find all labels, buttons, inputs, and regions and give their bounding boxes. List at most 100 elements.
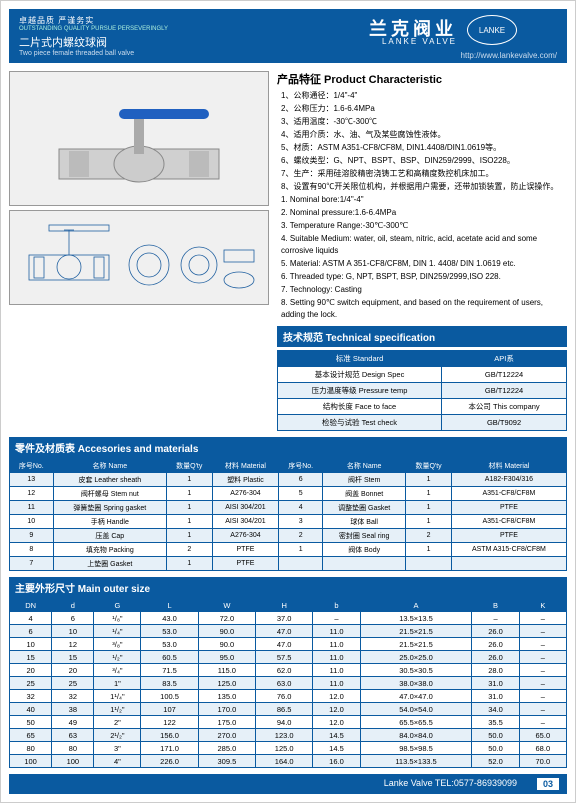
spec-cell: 压力温度等级 Pressure temp [278,383,442,399]
size-cell: 70.0 [519,755,566,768]
header: 卓越品质 严谨务实 OUTSTANDING QUALITY PURSUE PER… [9,9,567,63]
size-cell: – [472,612,519,625]
size-cell: 54.0×54.0 [360,703,472,716]
size-cell: 2" [94,716,141,729]
mat-header: 序号No. [10,459,54,473]
characteristic-item: 2、公称压力：1.6-6.4MPa [281,103,567,115]
size-cell: ³/₈" [94,638,141,651]
size-cell: 100 [10,755,52,768]
size-cell: 62.0 [256,664,313,677]
size-cell: 100.5 [141,690,198,703]
mat-cell: 12 [10,487,54,501]
size-cell: 309.5 [198,755,255,768]
size-cell: 52.0 [472,755,519,768]
size-cell: 25 [52,677,94,690]
characteristic-item: 5. Material: ASTM A 351-CF8/CF8M, DIN 1.… [281,258,567,270]
size-cell: 25 [10,677,52,690]
size-cell: 171.0 [141,742,198,755]
size-cell: 25.0×25.0 [360,651,472,664]
size-cell: 12.0 [313,703,360,716]
mat-cell: 1 [406,473,452,487]
size-cell: 26.0 [472,625,519,638]
mat-cell: A351-CF8/CF8M [451,515,566,529]
size-cell: ¹/₄" [94,625,141,638]
spec-h0: 标准 Standard [278,351,442,367]
size-cell: 31.0 [472,677,519,690]
characteristic-title: 产品特征 Product Characteristic [277,71,567,87]
size-cell: ¹/₈" [94,612,141,625]
mat-cell: 1 [279,543,323,557]
mat-cell: A182-F304/316 [451,473,566,487]
characteristic-item: 3、适用温度：-30℃-300℃ [281,116,567,128]
size-cell: 65.0 [519,729,566,742]
size-header: DN [10,599,52,612]
size-cell: – [519,612,566,625]
size-cell: 11.0 [313,664,360,677]
size-cell: 13.5×13.5 [360,612,472,625]
mat-cell: 7 [10,557,54,571]
size-header: W [198,599,255,612]
size-cell: 37.0 [256,612,313,625]
size-cell: 125.0 [256,742,313,755]
size-cell: 20 [52,664,94,677]
size-cell: 15 [10,651,52,664]
size-cell: 71.5 [141,664,198,677]
size-cell: 84.0×84.0 [360,729,472,742]
mat-cell: PTFE [451,501,566,515]
mat-cell: 1 [406,487,452,501]
size-cell: 63 [52,729,94,742]
spec-h1: API系 [442,351,567,367]
size-cell: 125.0 [198,677,255,690]
size-cell: 95.0 [198,651,255,664]
mat-cell: 密封圈 Seal ring [323,529,406,543]
mat-cell: ASTM A315-CF8/CF8M [451,543,566,557]
characteristic-item: 4、适用介质：水、油、气及某些腐蚀性液体。 [281,129,567,141]
mat-cell: A351-CF8/CF8M [451,487,566,501]
size-cell: 65 [10,729,52,742]
size-cell: 50.0 [472,742,519,755]
size-cell: 11.0 [313,625,360,638]
spec-cell: GB/T9092 [442,415,567,431]
size-cell: – [519,651,566,664]
size-cell: 90.0 [198,625,255,638]
mat-cell: 塑料 Plastic [212,473,279,487]
size-cell: 28.0 [472,664,519,677]
size-cell: 72.0 [198,612,255,625]
size-cell: 38.0×38.0 [360,677,472,690]
mat-cell: 8 [10,543,54,557]
size-cell: 35.5 [472,716,519,729]
spec-cell: 结构长度 Face to face [278,399,442,415]
mat-cell: 1 [167,487,213,501]
size-cell: 15 [52,651,94,664]
mat-cell [406,557,452,571]
characteristic-item: 8. Setting 90℃ switch equipment, and bas… [281,297,567,321]
mat-cell: 4 [279,501,323,515]
website-url[interactable]: http://www.lankevalve.com/ [461,51,557,60]
size-header: B [472,599,519,612]
mat-cell: 1 [406,515,452,529]
size-cell: 68.0 [519,742,566,755]
mat-header: 名称 Name [323,459,406,473]
mat-cell: 2 [167,543,213,557]
mat-header: 材料 Material [451,459,566,473]
mat-cell: 弹簧垫圈 Spring gasket [53,501,166,515]
mat-cell: 1 [167,473,213,487]
mat-cell: PTFE [212,543,279,557]
mat-cell [323,557,406,571]
mat-cell: 2 [279,529,323,543]
logo-icon: LANKE [467,15,517,45]
mat-cell: 上垫圈 Gasket [53,557,166,571]
size-cell: 175.0 [198,716,255,729]
size-cell: 76.0 [256,690,313,703]
size-cell: 12 [52,638,94,651]
mat-cell: 球体 Ball [323,515,406,529]
characteristic-item: 6. Threaded type: G, NPT, BSPT, BSP, DIN… [281,271,567,283]
size-cell: 285.0 [198,742,255,755]
size-cell: 14.5 [313,742,360,755]
mat-cell: 1 [406,543,452,557]
size-cell: 90.0 [198,638,255,651]
mat-cell: 1 [406,501,452,515]
characteristic-item: 3. Temperature Range:-30℃-300℃ [281,220,567,232]
characteristic-item: 7、生产：采用硅溶胶精密浇铸工艺和高精度数控机床加工。 [281,168,567,180]
size-cell: 65.5×65.5 [360,716,472,729]
